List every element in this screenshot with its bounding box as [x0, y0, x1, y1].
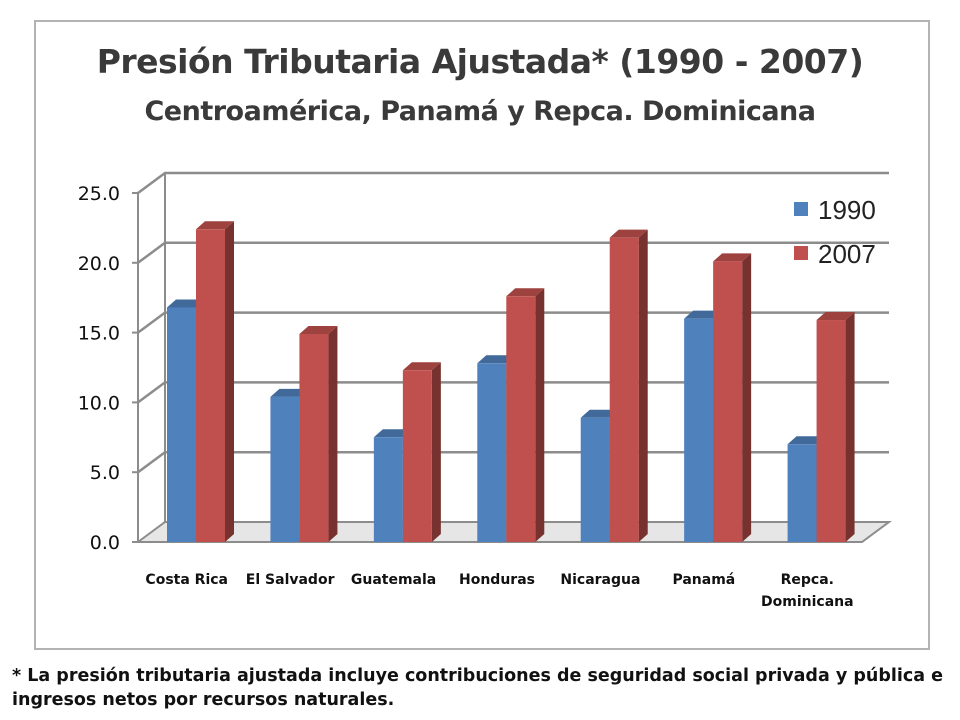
- x-tick-label: Panamá: [672, 572, 735, 588]
- chart-subtitle: Centroamérica, Panamá y Repca. Dominican…: [144, 96, 816, 127]
- bar-side: [225, 221, 234, 542]
- bar: [270, 396, 300, 542]
- footnote: * La presión tributaria ajustada incluye…: [12, 666, 944, 710]
- bar: [580, 417, 610, 542]
- bar-top: [299, 325, 338, 334]
- chart-title: Presión Tributaria Ajustada* (1990 - 200…: [96, 42, 864, 81]
- bar: [816, 320, 846, 542]
- bar-side: [638, 229, 648, 542]
- bar-top: [477, 355, 516, 364]
- bar: [402, 370, 432, 542]
- legend-label: 2007: [818, 239, 876, 269]
- gridline: [137, 171, 889, 195]
- bar-top: [167, 299, 205, 308]
- bar: [684, 318, 714, 542]
- y-tick-label: 10.0: [78, 392, 120, 414]
- bar: [506, 296, 536, 542]
- bar-top: [580, 409, 619, 418]
- bar-top: [270, 388, 309, 397]
- bar: [477, 363, 507, 542]
- x-tick-label: Repca. Dominicana: [761, 572, 854, 610]
- bar: [713, 261, 743, 542]
- bar: [299, 333, 329, 542]
- x-tick-label: El Salvador: [246, 572, 335, 588]
- legend-swatch: [794, 246, 808, 260]
- bar-side: [328, 325, 338, 542]
- x-tick-label: Costa Rica: [145, 572, 228, 588]
- bar-top: [816, 312, 855, 321]
- x-tick-label: Nicaragua: [560, 572, 640, 588]
- bar-top: [373, 429, 412, 438]
- bar-side: [845, 312, 855, 542]
- x-tick-label: Guatemala: [351, 572, 436, 588]
- bar: [373, 437, 403, 542]
- bar: [167, 307, 196, 542]
- bar: [787, 444, 817, 542]
- legend-swatch: [794, 202, 808, 216]
- y-tick-label: 25.0: [78, 183, 120, 205]
- legend-label: 1990: [818, 195, 876, 225]
- bar-top: [787, 436, 826, 445]
- bar-top: [684, 310, 723, 319]
- y-tick-label: 20.0: [78, 253, 120, 275]
- bar-top: [196, 221, 234, 230]
- y-tick-label: 0.0: [90, 532, 120, 554]
- bar-top: [713, 253, 752, 262]
- bar-side: [742, 253, 752, 543]
- bar-side: [535, 288, 545, 542]
- y-tick-label: 5.0: [90, 462, 120, 484]
- x-tick-label: Honduras: [459, 572, 535, 588]
- bar-top: [506, 288, 545, 297]
- bar: [196, 229, 225, 542]
- y-tick-label: 15.0: [78, 323, 120, 345]
- bar-top: [402, 362, 441, 371]
- gridline: [137, 241, 889, 264]
- bar-side: [431, 362, 441, 542]
- bar: [609, 237, 639, 542]
- bar-top: [609, 229, 648, 238]
